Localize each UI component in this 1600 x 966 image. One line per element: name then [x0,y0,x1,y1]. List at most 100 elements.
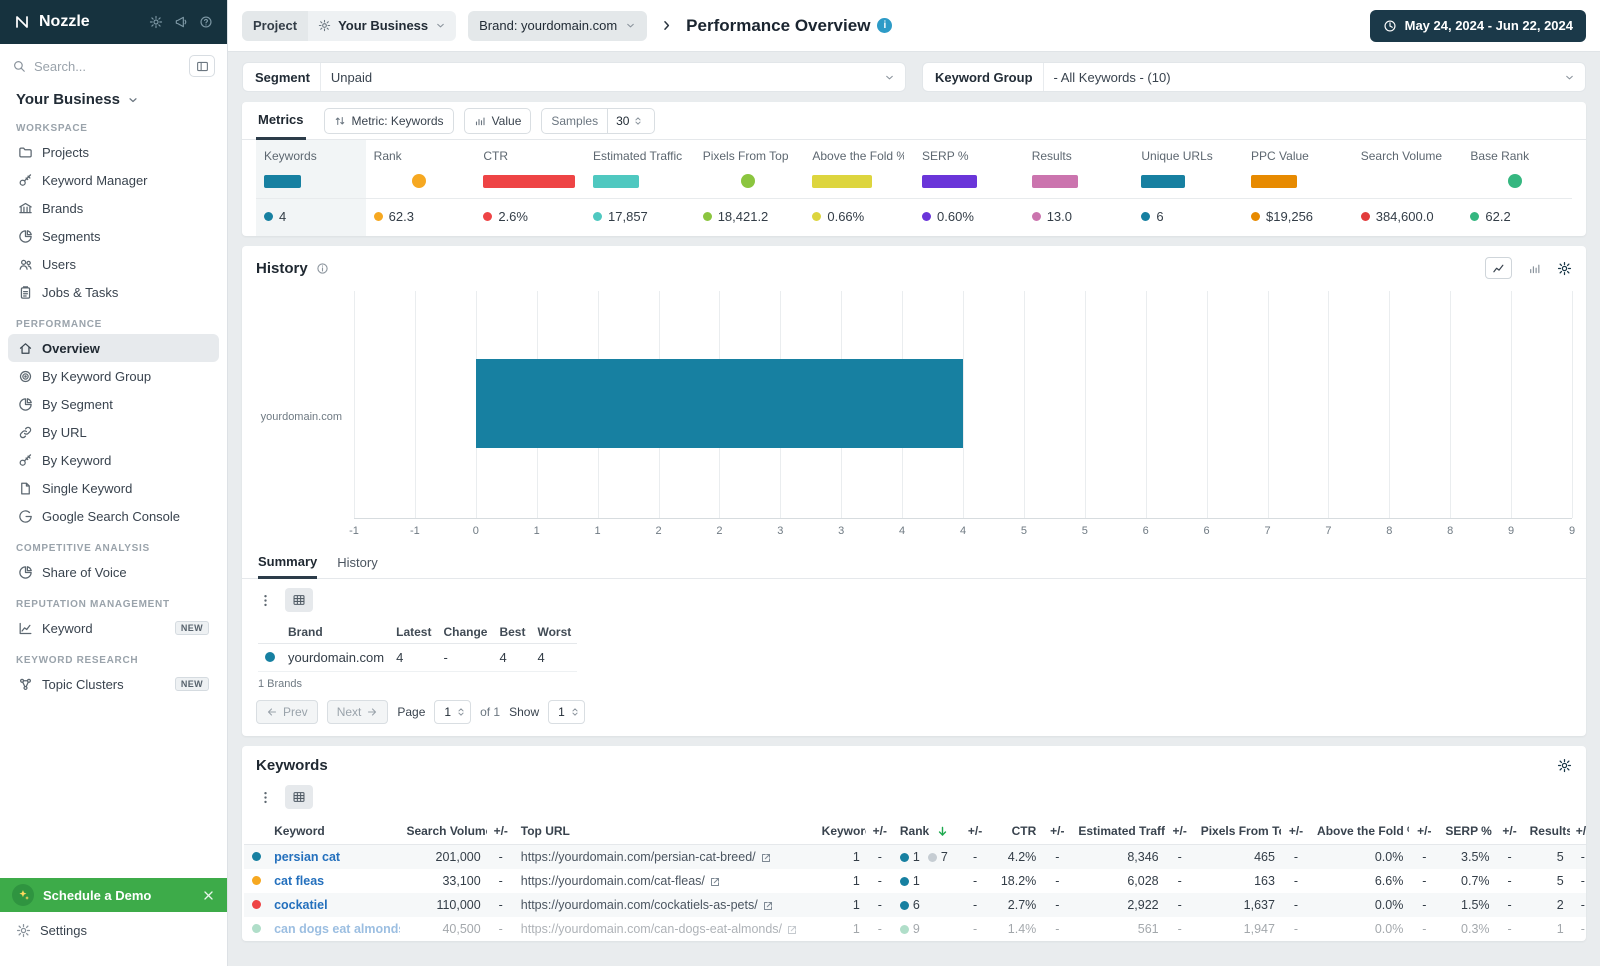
metric-column[interactable]: Above the Fold % 0.66% [804,140,914,236]
external-link-icon[interactable] [760,852,772,864]
metric-column[interactable]: Base Rank 62.2 [1462,140,1572,236]
samples-input[interactable]: 30 [607,109,645,133]
col-change[interactable]: +/- [1281,818,1311,845]
tab-metrics[interactable]: Metrics [256,102,306,140]
col-change[interactable]: +/- [960,818,990,845]
keyword-link[interactable]: cockatiel [274,898,328,912]
sidebar-item-single-keyword[interactable]: Single Keyword [8,474,219,502]
metric-column[interactable]: Search Volume 384,600.0 [1353,140,1463,236]
info-icon[interactable] [877,18,892,33]
sidebar-item-by-keyword[interactable]: By Keyword [8,446,219,474]
stepper-icon[interactable] [570,707,580,717]
sidebar-item-users[interactable]: Users [8,250,219,278]
external-link-icon[interactable] [762,900,774,912]
top-url-link[interactable]: https://yourdomain.com/can-dogs-eat-almo… [521,922,782,936]
table-grid-button[interactable] [285,785,313,809]
col-pixels-from-top[interactable]: Pixels From Top [1195,818,1281,845]
metric-column[interactable]: Results 13.0 [1024,140,1134,236]
date-range-button[interactable]: May 24, 2024 - Jun 22, 2024 [1370,10,1586,42]
megaphone-icon[interactable] [174,15,188,29]
col-change[interactable]: +/- [866,818,894,845]
sidebar-item-by-segment[interactable]: By Segment [8,390,219,418]
kebab-menu-icon[interactable] [258,790,273,805]
sidebar-item-segments[interactable]: Segments [8,222,219,250]
tab-history[interactable]: History [337,547,377,578]
sidebar-item-share-of-voice[interactable]: Share of Voice [8,558,219,586]
sidebar-item-keyword-manager[interactable]: Keyword Manager [8,166,219,194]
external-link-icon[interactable] [786,924,798,936]
col-change[interactable]: +/- [1165,818,1195,845]
col-change[interactable]: +/- [1496,818,1524,845]
col-top-url[interactable]: Top URL [515,818,816,845]
metric-column[interactable]: Unique URLs 6 [1133,140,1243,236]
external-link-icon[interactable] [709,876,721,888]
col-serp[interactable]: SERP % [1439,818,1495,845]
gear-icon[interactable] [1557,261,1572,276]
top-url-link[interactable]: https://yourdomain.com/cockatiels-as-pet… [521,898,758,912]
sidebar-item-jobs-tasks[interactable]: Jobs & Tasks [8,278,219,306]
next-page-button[interactable]: Next [327,700,389,724]
collapse-sidebar-button[interactable] [189,55,215,77]
help-icon[interactable] [199,15,213,29]
top-url-link[interactable]: https://yourdomain.com/cat-fleas/ [521,874,705,888]
sidebar-item-brands[interactable]: Brands [8,194,219,222]
table-grid-button[interactable] [285,588,313,612]
metric-selector-chip[interactable]: Metric: Keywords [324,108,454,134]
info-icon[interactable] [316,262,329,275]
col-change[interactable]: +/- [1409,818,1439,845]
sidebar-item-by-url[interactable]: By URL [8,418,219,446]
gear-icon[interactable] [1557,758,1572,773]
sidebar-item-google-search-console[interactable]: Google Search Console [8,502,219,530]
metric-column[interactable]: Keywords 4 [256,140,366,236]
sidebar-item-topic-clusters[interactable]: Topic ClustersNEW [8,670,219,698]
kebab-menu-icon[interactable] [258,593,273,608]
col-search-volume[interactable]: Search Volume [400,818,486,845]
segment-dropdown[interactable]: Unpaid [320,63,905,91]
top-url-link[interactable]: https://yourdomain.com/persian-cat-breed… [521,850,756,864]
value-selector-chip[interactable]: Value [464,108,532,134]
keyword-link[interactable]: cat fleas [274,874,324,888]
page-number-input[interactable]: 1 [434,700,471,724]
col-keywords[interactable]: Keywords [816,818,866,845]
metric-column[interactable]: Pixels From Top 18,421.2 [695,140,805,236]
col-estimated-traffic[interactable]: Estimated Traffic [1072,818,1164,845]
col-change[interactable]: +/- [487,818,515,845]
project-dropdown[interactable]: Your Business [308,11,456,41]
close-icon[interactable] [202,889,215,902]
tab-summary[interactable]: Summary [258,547,317,579]
col-change[interactable]: +/- [1570,818,1586,845]
keyword-link[interactable]: can dogs eat almonds [274,922,400,936]
metric-column[interactable]: Estimated Traffic 17,857 [585,140,695,236]
sort-descending-icon[interactable] [936,825,949,838]
keyword-group-dropdown[interactable]: - All Keywords - (10) [1043,63,1585,91]
workspace-selector[interactable]: Your Business [0,84,227,110]
history-bar[interactable] [476,359,963,448]
search-input[interactable] [34,59,181,74]
metric-column[interactable]: SERP % 0.60% [914,140,1024,236]
schedule-demo-button[interactable]: Schedule a Demo [0,878,227,912]
sidebar-item-by-keyword-group[interactable]: By Keyword Group [8,362,219,390]
metric-column[interactable]: Rank 62.3 [366,140,476,236]
keyword-link[interactable]: persian cat [274,850,340,864]
col-rank[interactable]: Rank [894,818,960,845]
sidebar-item-overview[interactable]: Overview [8,334,219,362]
gear-icon[interactable] [149,15,163,29]
metric-column[interactable]: CTR 2.6% [475,140,585,236]
prev-page-button[interactable]: Prev [256,700,318,724]
stepper-icon[interactable] [633,116,643,126]
brand-dropdown[interactable]: Brand: yourdomain.com [468,11,647,41]
col-results[interactable]: Results [1524,818,1570,845]
page-size-input[interactable]: 1 [548,700,585,724]
line-chart-toggle-button[interactable] [1485,257,1512,279]
bar-chart-toggle-button[interactable] [1521,257,1548,279]
stepper-icon[interactable] [456,707,466,717]
col-above-the-fold[interactable]: Above the Fold % [1311,818,1409,845]
sidebar-item-keyword-reputation[interactable]: KeywordNEW [8,614,219,642]
metric-column[interactable]: PPC Value $19,256 [1243,140,1353,236]
sidebar-item-projects[interactable]: Projects [8,138,219,166]
sidebar-item-settings[interactable]: Settings [0,912,227,966]
col-ctr[interactable]: CTR [990,818,1042,845]
col-change[interactable]: +/- [1042,818,1072,845]
col-keyword[interactable]: Keyword [268,818,400,845]
samples-control[interactable]: Samples 30 [541,108,655,134]
